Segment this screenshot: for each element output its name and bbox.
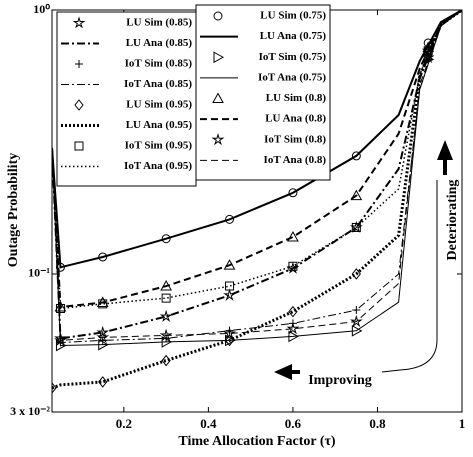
marker <box>72 16 86 29</box>
marker <box>225 214 235 224</box>
plot-area <box>52 10 462 394</box>
x-axis-label: Time Allocation Factor (τ) <box>178 434 336 449</box>
legend-label: LU Sim (0.75) <box>260 10 326 22</box>
x-tick-label: 1 <box>459 416 466 431</box>
marker <box>349 314 363 328</box>
legend-label: IoT Sim (0.95) <box>125 140 193 152</box>
marker <box>211 133 225 146</box>
marker <box>288 188 298 198</box>
legend-label: LU Ana (0.95) <box>126 119 193 131</box>
y-tick-label: 10⁰ <box>33 2 50 16</box>
legend-box <box>195 4 331 181</box>
marker <box>288 261 298 271</box>
marker <box>159 309 173 323</box>
x-tick-label: 0.6 <box>285 416 302 431</box>
x-tick-label: 0.4 <box>200 416 217 431</box>
marker <box>74 141 84 151</box>
annotation: Deteriorating <box>445 180 460 261</box>
marker <box>351 268 361 280</box>
marker <box>225 281 235 291</box>
marker <box>98 376 108 388</box>
marker <box>286 322 300 335</box>
legend-label: IoT Ana (0.85) <box>124 78 192 90</box>
marker <box>212 92 224 103</box>
line <box>52 10 462 310</box>
legend-label: LU Ana (0.8) <box>265 113 326 125</box>
legend-label: IoT Ana (0.95) <box>124 160 192 172</box>
marker <box>74 99 84 111</box>
marker <box>421 50 435 64</box>
marker <box>159 328 173 341</box>
line <box>52 10 462 309</box>
legend-label: LU Sim (0.85) <box>126 17 192 29</box>
x-tick-label: 0.2 <box>116 416 132 431</box>
legend-label: IoT Sim (0.8) <box>264 133 326 145</box>
marker <box>223 326 236 339</box>
line <box>52 10 462 390</box>
marker <box>351 151 361 161</box>
y-axis-label: Outage Probability <box>6 153 21 267</box>
marker <box>96 330 110 343</box>
legend-label: LU Sim (0.8) <box>266 92 327 104</box>
legend: LU Sim (0.75) LU Ana (0.75) IoT Sim (0.75)… <box>195 4 331 181</box>
legend: LU Sim (0.85) LU Ana (0.85) IoT Sim (0.85)… <box>56 11 197 187</box>
marker <box>96 325 110 339</box>
legend-label: LU Ana (0.75) <box>260 30 327 42</box>
marker <box>54 300 67 312</box>
annotation-arrows <box>274 140 453 380</box>
y-tick-label: 10⁻¹ <box>28 266 50 280</box>
legend-label: LU Sim (0.95) <box>126 99 192 111</box>
marker <box>351 222 361 232</box>
marker <box>54 333 67 346</box>
line <box>52 10 462 269</box>
marker <box>213 51 225 64</box>
legend-box <box>56 11 197 187</box>
marker <box>161 234 171 244</box>
y-tick-label: 3 x 10⁻² <box>10 404 50 418</box>
legend-label: IoT Sim (0.75) <box>259 51 327 63</box>
legend-label: IoT Sim (0.85) <box>125 58 193 70</box>
annotation: Improving <box>308 373 372 388</box>
legend-label: LU Ana (0.85) <box>126 37 193 49</box>
line <box>52 10 462 347</box>
legend-label: IoT Ana (0.8) <box>264 154 327 166</box>
legend-label: IoT Ana (0.75) <box>258 71 326 83</box>
marker <box>287 231 299 242</box>
marker <box>75 60 83 68</box>
marker <box>161 293 171 303</box>
x-tick-label: 0.8 <box>369 416 386 431</box>
marker <box>350 189 363 201</box>
line <box>52 10 462 341</box>
marker <box>52 382 57 394</box>
marker <box>213 11 223 21</box>
